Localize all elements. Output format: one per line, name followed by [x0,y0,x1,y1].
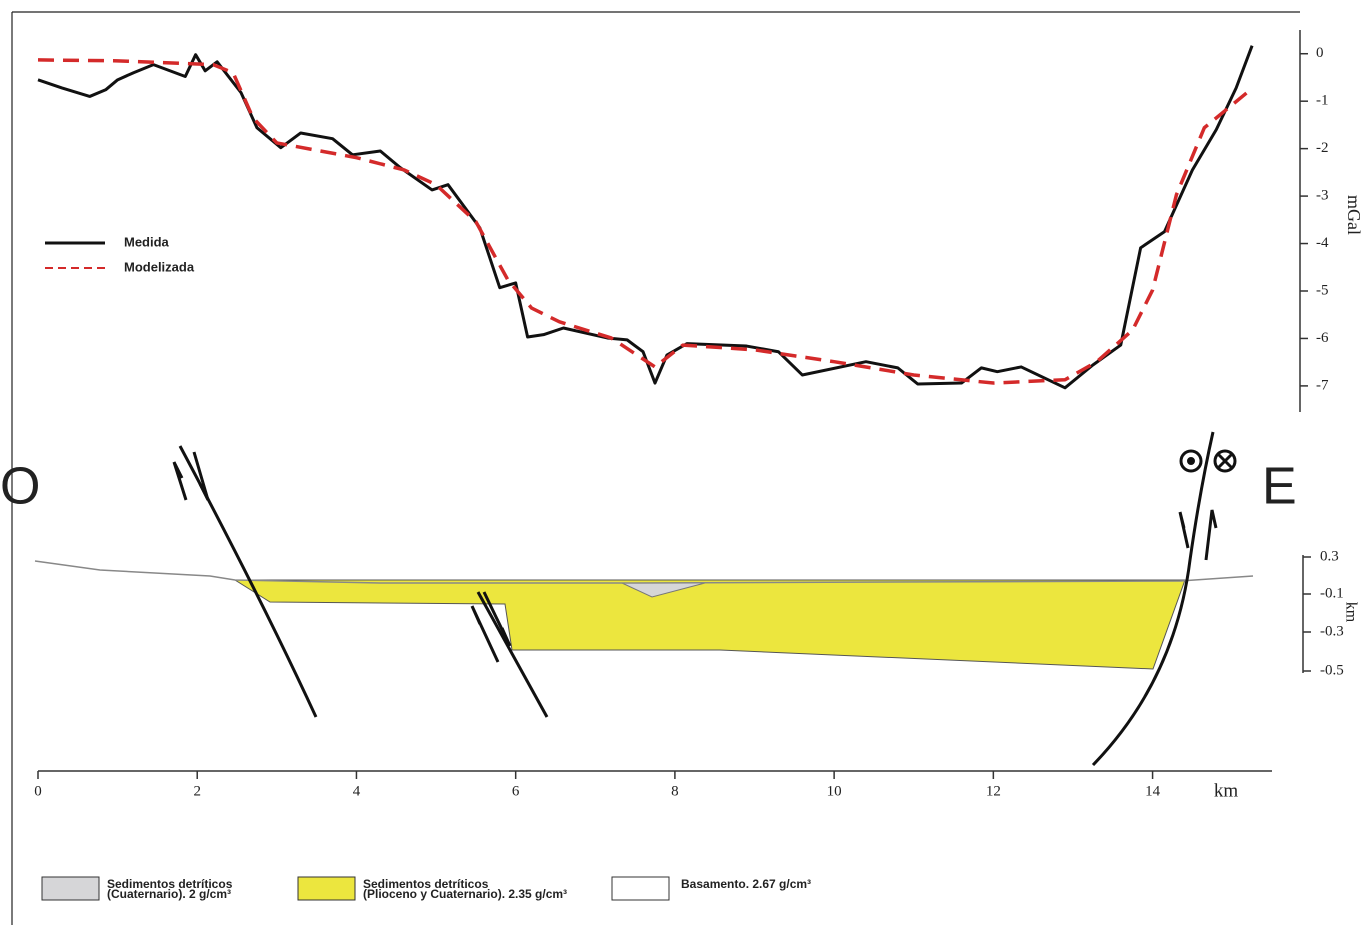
x-tick-label: 8 [671,783,679,799]
y-tick-label: -4 [1316,235,1329,251]
y-tick-label: -3 [1316,188,1329,204]
series-line [38,60,1248,383]
section-tick-label: -0.5 [1320,662,1344,678]
x-tick-label: 0 [34,783,42,799]
unit-label: (Plioceno y Cuaternario). 2.35 g/cm³ [363,887,567,901]
legend-label: Modelizada [124,259,195,274]
y-axis-title: mGal [1344,195,1362,235]
x-tick-label: 12 [986,783,1001,799]
x-tick-label: 10 [827,783,842,799]
unit-label: Basamento. 2.67 g/cm³ [681,877,811,891]
y-tick-label: -5 [1316,282,1329,298]
series-line [38,46,1252,388]
legend-label: Medida [124,234,170,249]
y-tick-label: -6 [1316,330,1329,346]
y-tick-label: -2 [1316,140,1329,156]
east-label: E [1262,458,1297,516]
section-tick-label: 0.3 [1320,548,1339,564]
x-axis-title: km [1214,780,1239,801]
figure: O E km 0 2 4 6 8 10 12 14 km 0 -1 -2 -3 -4 -5 -6 -7 mGal M… [0,0,1362,925]
pliocene-unit [235,580,1185,669]
section-axis-title: km [1342,602,1359,623]
unit-swatch [612,877,669,900]
x-tick-label: 6 [512,783,520,799]
section-tick-label: -0.1 [1320,585,1344,601]
section-tick-label: -0.3 [1320,623,1344,639]
y-tick-label: 0 [1316,45,1324,61]
x-tick-label: 14 [1145,783,1161,799]
x-tick-label: 2 [193,783,201,799]
unit-swatch [42,877,99,900]
x-tick-label: 4 [353,783,361,799]
west-label: O [0,458,40,516]
y-tick-label: -7 [1316,377,1329,393]
unit-label: (Cuaternario). 2 g/cm³ [107,887,231,901]
y-tick-label: -1 [1316,93,1329,109]
unit-swatch [298,877,355,900]
